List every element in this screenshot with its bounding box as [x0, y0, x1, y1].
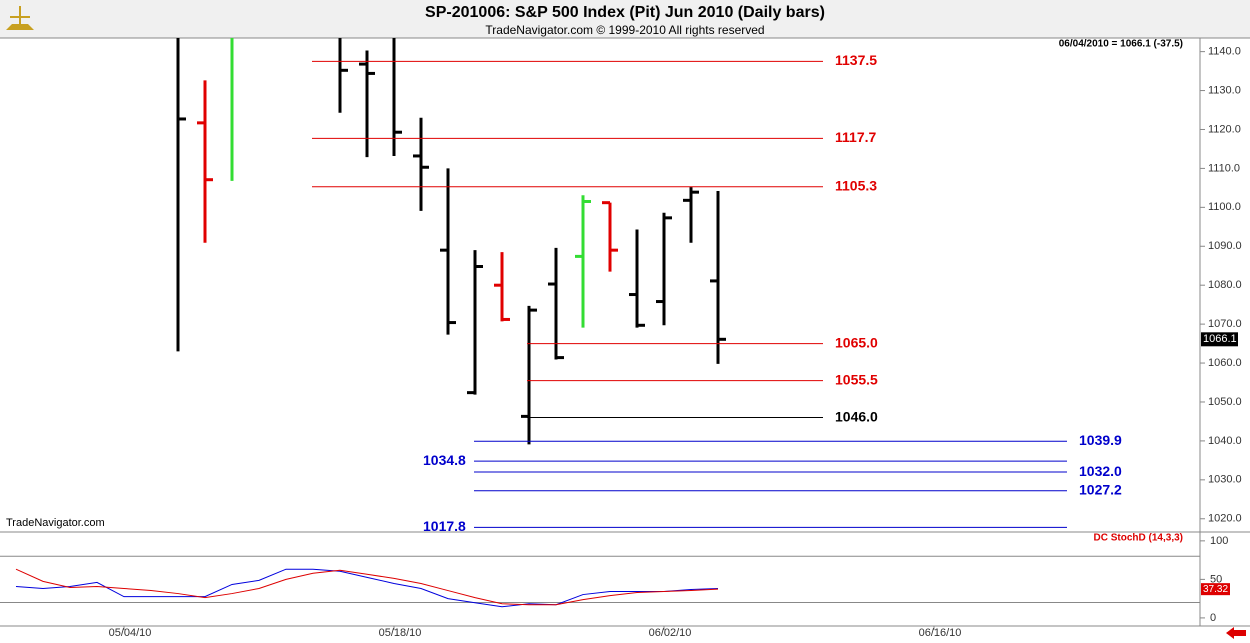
- indicator-value-box: [1201, 583, 1230, 596]
- level-label: 1055.5: [835, 371, 878, 387]
- y-tick-label: 1100.0: [1208, 201, 1241, 213]
- y-tick-label: 1040.0: [1208, 435, 1242, 447]
- indicator-value: 37.32: [1203, 584, 1228, 595]
- header: [0, 0, 1250, 38]
- y2-tick-label: 50: [1210, 573, 1222, 585]
- y-tick-label: 1060.0: [1208, 357, 1242, 369]
- y2-tick-label: 0: [1210, 612, 1216, 624]
- indicator-line: [15, 568, 719, 608]
- level-label: 1046.0: [835, 408, 878, 424]
- x-tick-label: 06/02/10: [649, 627, 692, 639]
- y-tick-label: 1080.0: [1208, 279, 1242, 291]
- logo: [6, 6, 34, 30]
- level-label: 1034.8: [423, 452, 466, 468]
- y-tick-label: 1140.0: [1208, 46, 1241, 58]
- y-tick-label: 1070.0: [1208, 318, 1242, 330]
- chart-title: SP-201006: S&P 500 Index (Pit) Jun 2010 …: [425, 4, 825, 21]
- indicator-line: [15, 568, 719, 606]
- level-label: 1137.5: [835, 52, 877, 68]
- y-tick-label: 1020.0: [1208, 513, 1242, 525]
- y-tick-label: 1030.0: [1208, 474, 1242, 486]
- info: 06/04/2010 = 1066.1 (-37.5): [1059, 39, 1183, 50]
- watermark: TradeNavigator.com: [6, 517, 105, 529]
- level-label: 1027.2: [1079, 481, 1122, 497]
- level-label: 1039.9: [1079, 432, 1122, 448]
- last-price: 1066.1: [1203, 333, 1237, 345]
- last-price-box: [1201, 332, 1238, 347]
- chart-subtitle: TradeNavigator.com © 1999-2010 All right…: [485, 23, 764, 37]
- level-label: 1105.3: [835, 177, 877, 193]
- x-tick-label: 05/04/10: [109, 627, 152, 639]
- indicator-title: DC StochD (14,3,3): [1094, 533, 1183, 544]
- y-tick-label: 1050.0: [1208, 396, 1242, 408]
- x-tick-label: 05/18/10: [379, 627, 422, 639]
- level-label: 1065.0: [835, 334, 878, 350]
- scroll-arrow[interactable]: [1226, 627, 1246, 639]
- y-tick-label: 1090.0: [1208, 240, 1242, 252]
- level-label: 1032.0: [1079, 463, 1122, 479]
- level-label: 1117.7: [835, 129, 876, 145]
- level-label: 1017.8: [423, 518, 466, 534]
- y-tick-label: 1110.0: [1208, 162, 1240, 174]
- x-tick-label: 06/16/10: [919, 627, 962, 639]
- y2-tick-label: 100: [1210, 535, 1228, 547]
- plot-area: [176, 38, 726, 445]
- y-tick-label: 1120.0: [1208, 123, 1241, 135]
- y-tick-label: 1130.0: [1208, 84, 1241, 96]
